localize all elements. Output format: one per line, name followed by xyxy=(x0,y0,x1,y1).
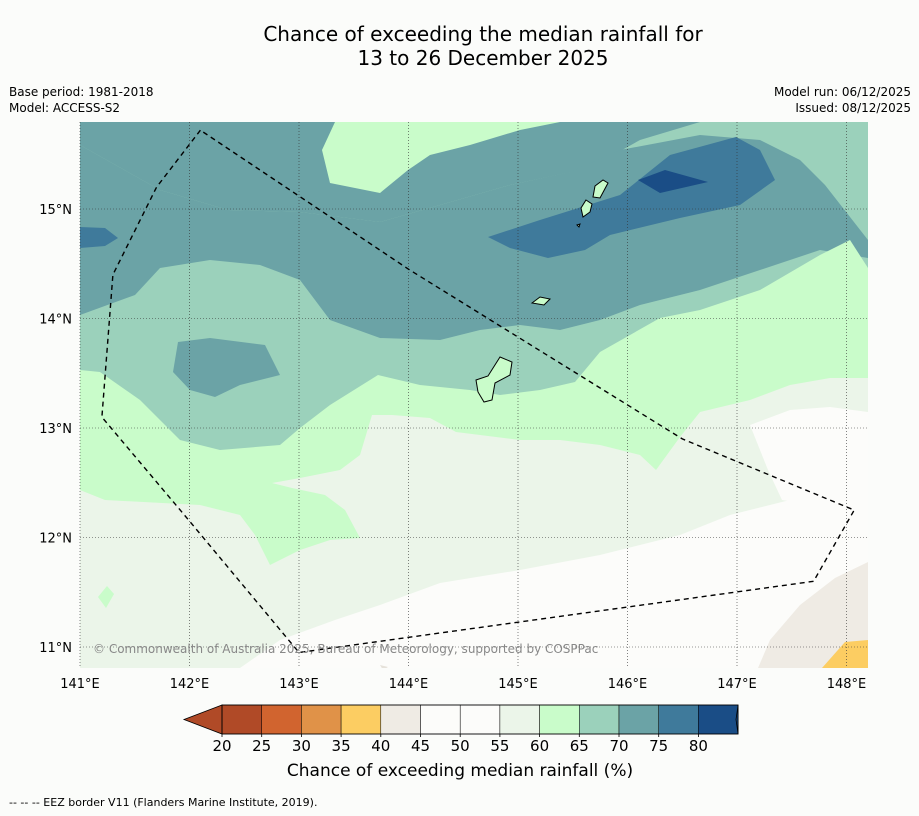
contour-75-80-west xyxy=(80,227,118,248)
lon-label-147: 147°E xyxy=(717,677,757,692)
colorbar-swatch-10 xyxy=(618,704,659,735)
colorbar-swatch-8 xyxy=(539,704,580,735)
eez-footnote: -- -- -- EEZ border V11 (Flanders Marine… xyxy=(9,796,318,809)
island-saipan xyxy=(592,179,609,199)
lat-label-11: 11°N xyxy=(39,641,72,656)
colorbar-title: Chance of exceeding median rainfall (%) xyxy=(286,761,634,781)
lat-label-13: 13°N xyxy=(39,422,72,437)
colorbar-tick-80: 80 xyxy=(689,737,708,755)
islands xyxy=(475,179,609,403)
contour-60-65-north xyxy=(322,122,560,193)
rainfall-map: © Commonwealth of Australia 2025, Bureau… xyxy=(39,122,868,755)
model-name: Model: ACCESS-S2 xyxy=(9,101,121,115)
contour-70-75-patch xyxy=(173,338,280,397)
island-tinian xyxy=(580,199,593,218)
contour-50-55-east xyxy=(750,407,868,520)
colorbar-swatch-12 xyxy=(698,704,739,735)
colorbar-swatch-9 xyxy=(579,704,620,735)
lon-label-141: 141°E xyxy=(60,677,100,692)
contour-50-55 xyxy=(240,492,868,668)
colorbar-tick-65: 65 xyxy=(570,737,589,755)
lon-label-145: 145°E xyxy=(498,677,538,692)
colorbar-tick-40: 40 xyxy=(371,737,390,755)
base-period: Base period: 1981-2018 xyxy=(9,85,154,99)
colorbar-swatch-4 xyxy=(380,704,421,735)
colorbar-frame xyxy=(221,704,739,735)
colorbar-tick-20: 20 xyxy=(212,737,231,755)
colorbar-swatch-1 xyxy=(261,704,302,735)
contour-40-45 xyxy=(758,562,868,668)
colorbar-tick-50: 50 xyxy=(451,737,470,755)
lon-label-143: 143°E xyxy=(279,677,319,692)
colorbar-tick-35: 35 xyxy=(332,737,351,755)
longitude-labels: 141°E 142°E 143°E 144°E 145°E 146°E 147°E 148°E xyxy=(60,677,866,692)
colorbar-tick-75: 75 xyxy=(649,737,668,755)
colorbar-swatch-6 xyxy=(459,704,501,735)
island-rota xyxy=(530,296,552,306)
lon-label-144: 144°E xyxy=(389,677,429,692)
colorbar-tick-60: 60 xyxy=(530,737,549,755)
contour-60-65-islet xyxy=(98,586,114,608)
lat-label-12: 12°N xyxy=(39,532,72,547)
colorbar-under-arrow xyxy=(182,704,223,735)
colorbar-tick-55: 55 xyxy=(490,737,509,755)
lat-label-15: 15°N xyxy=(39,203,72,218)
title-line-2: 13 to 26 December 2025 xyxy=(357,46,609,70)
contour-80-plus xyxy=(638,170,708,193)
colorbar-swatch-2 xyxy=(301,704,342,735)
island-aguijan xyxy=(576,223,581,228)
colorbar-swatch-3 xyxy=(340,704,382,735)
meta-left: Base period: 1981-2018 Model: ACCESS-S2 xyxy=(9,84,154,116)
meta-right: Model run: 06/12/2025 Issued: 08/12/2025 xyxy=(774,84,911,116)
colorbar xyxy=(182,704,739,735)
colorbar-tick-70: 70 xyxy=(609,737,628,755)
colorbar-swatch-0 xyxy=(221,704,262,735)
chart-title: Chance of exceeding the median rainfall … xyxy=(0,22,919,70)
eez-border xyxy=(101,129,856,654)
probability-contours xyxy=(80,122,868,668)
issued-date: Issued: 08/12/2025 xyxy=(795,101,911,115)
island-guam xyxy=(475,356,513,403)
contour-35-40 xyxy=(822,640,868,668)
lon-label-148: 148°E xyxy=(827,677,867,692)
copyright-text: © Commonwealth of Australia 2025, Bureau… xyxy=(93,642,598,656)
model-run: Model run: 06/12/2025 xyxy=(773,85,911,99)
lat-label-14: 14°N xyxy=(39,313,72,328)
lon-label-146: 146°E xyxy=(608,677,648,692)
colorbar-swatch-7 xyxy=(499,704,540,735)
latitude-labels: 15°N 14°N 13°N 12°N 11°N xyxy=(39,203,72,656)
contour-75-80-east xyxy=(488,137,775,258)
colorbar-ticks: 20 25 30 35 40 45 50 55 60 65 70 75 80 xyxy=(212,734,708,755)
colorbar-swatch-11 xyxy=(658,704,699,735)
title-line-1: Chance of exceeding the median rainfall … xyxy=(263,22,703,46)
colorbar-tick-45: 45 xyxy=(411,737,430,755)
graticule xyxy=(79,122,868,668)
lon-label-142: 142°E xyxy=(170,677,210,692)
colorbar-swatch-5 xyxy=(420,704,461,735)
colorbar-tick-25: 25 xyxy=(252,737,271,755)
colorbar-tick-30: 30 xyxy=(292,737,311,755)
contour-speck xyxy=(380,665,388,668)
